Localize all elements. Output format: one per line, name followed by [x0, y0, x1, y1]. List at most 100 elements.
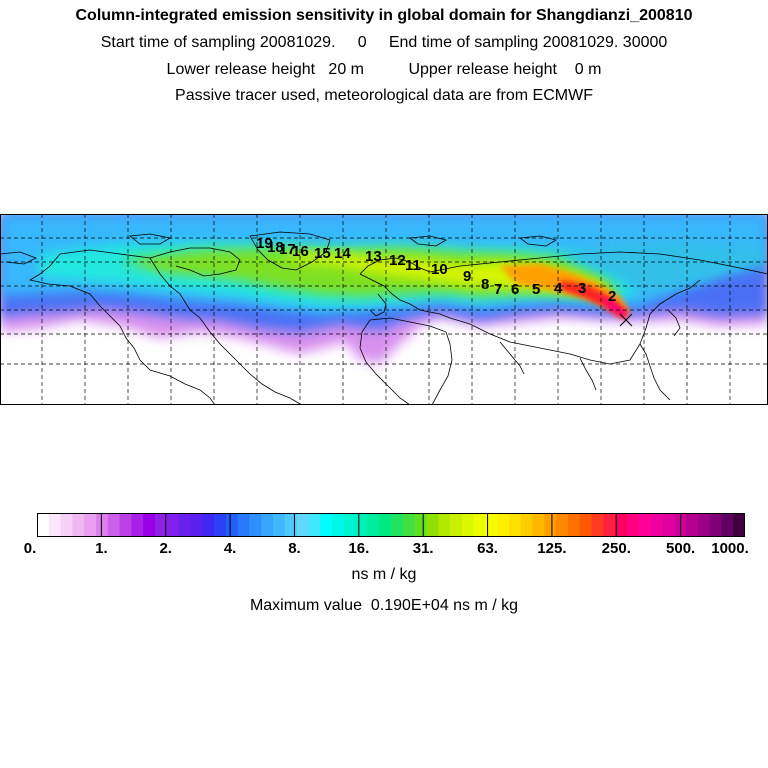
- colorbar-tick-label: 8.: [288, 540, 301, 557]
- colorbar-cell: [485, 513, 498, 537]
- colorbar-cell: [650, 513, 663, 537]
- colorbar-cell: [450, 513, 463, 537]
- colorbar-tick-label: 2.: [159, 540, 172, 557]
- colorbar-tick-label: 1.: [95, 540, 108, 557]
- colorbar-cell: [155, 513, 168, 537]
- trajectory-label: 12: [389, 252, 406, 269]
- colorbar-cell: [615, 513, 628, 537]
- colorbar-cell: [119, 513, 132, 537]
- trajectory-label: 5: [532, 281, 540, 298]
- colorbar-cell: [273, 513, 286, 537]
- colorbar-cell: [532, 513, 545, 537]
- trajectory-label: 11: [405, 257, 421, 274]
- colorbar-cell: [72, 513, 85, 537]
- colorbar-cell: [48, 513, 62, 537]
- colorbar-cell: [591, 513, 604, 537]
- colorbar-tick-label: 250.: [601, 540, 631, 557]
- colorbar-cell: [166, 513, 180, 537]
- trajectory-label: 16: [292, 243, 309, 260]
- colorbar-cell: [497, 513, 510, 537]
- colorbar-cell: [237, 513, 250, 537]
- trajectory-label: 10: [431, 261, 448, 278]
- trajectory-label: 13: [365, 248, 382, 265]
- map-title: Column-integrated emission sensitivity i…: [75, 7, 693, 24]
- trajectory-label: 4: [554, 280, 563, 297]
- trajectory-label: 9: [463, 268, 471, 285]
- colorbar-cell: [178, 513, 191, 537]
- colorbar-cell: [96, 513, 109, 537]
- colorbar-tick-label: 31.: [412, 540, 434, 557]
- colorbar-cell: [544, 513, 557, 537]
- colorbar-tick-label: 63.: [477, 540, 498, 557]
- colorbar-cell: [721, 513, 734, 537]
- graticule: [0, 214, 768, 405]
- colorbar-cell: [190, 513, 203, 537]
- colorbar-cell: [638, 513, 652, 537]
- colorbar-cell: [509, 513, 522, 537]
- sensitivity-map: 2 3 4 5 6 7 8 9 10 11 12 13 14 15 16 17 …: [0, 214, 768, 405]
- sensitivity-field: [0, 214, 768, 364]
- trajectory-label: 3: [578, 280, 586, 297]
- colorbar-cell: [686, 513, 699, 537]
- colorbar-cell: [556, 513, 569, 537]
- release-heights: Lower release height 20 m Upper release …: [166, 61, 602, 78]
- trajectory-label: 7: [494, 281, 502, 298]
- trajectory-label: 2: [608, 288, 616, 305]
- tracer-note: Passive tracer used, meteorological data…: [175, 87, 593, 104]
- colorbar-cell: [579, 513, 593, 537]
- colorbar-cell: [662, 513, 675, 537]
- colorbar-cell: [249, 513, 262, 537]
- trajectory-label: 18: [267, 239, 284, 256]
- colorbar-cell: [84, 513, 97, 537]
- colorbar-cell: [107, 513, 121, 537]
- colorbar-cell: [627, 513, 640, 537]
- colorbar-tick-label: 1000.: [711, 540, 749, 557]
- colorbar-cell: [296, 513, 309, 537]
- colorbar-cell: [379, 513, 392, 537]
- trajectory-label: 6: [511, 281, 519, 298]
- colorbar-frame: [37, 513, 745, 537]
- colorbar-tick-label: 500.: [666, 540, 696, 557]
- colorbar-units: ns m / kg: [351, 566, 417, 583]
- colorbar-cell: [473, 513, 486, 537]
- colorbar-cell: [461, 513, 475, 537]
- colorbar-cell: [37, 513, 50, 537]
- colorbar-cell: [367, 513, 380, 537]
- colorbar: [37, 513, 745, 537]
- colorbar-cell: [603, 513, 616, 537]
- trajectory-label: 8: [481, 276, 489, 293]
- colorbar-cell: [709, 513, 722, 537]
- colorbar-tick-label: 125.: [537, 540, 567, 557]
- colorbar-cell: [414, 513, 427, 537]
- colorbar-cell: [143, 513, 156, 537]
- colorbar-cell: [320, 513, 333, 537]
- colorbar-cell: [438, 513, 451, 537]
- colorbar-cell: [343, 513, 357, 537]
- colorbar-cell: [202, 513, 215, 537]
- colorbar-cell: [402, 513, 416, 537]
- colorbar-cell: [426, 513, 439, 537]
- colorbar-cell: [733, 513, 745, 537]
- trajectory-label: 19: [256, 235, 273, 252]
- colorbar-cell: [214, 513, 227, 537]
- colorbar-cell: [568, 513, 581, 537]
- trajectory-label: 14: [334, 245, 351, 262]
- colorbar-cell: [60, 513, 73, 537]
- colorbar-cell: [520, 513, 534, 537]
- colorbar-cell: [697, 513, 711, 537]
- maximum-value: Maximum value 0.190E+04 ns m / kg: [249, 597, 519, 614]
- colorbar-cell: [308, 513, 321, 537]
- trajectory-labels: 2 3 4 5 6 7 8 9 10 11 12 13 14 15 16 17 …: [256, 235, 616, 305]
- colorbar-cell: [391, 513, 404, 537]
- colorbar-cell: [225, 513, 239, 537]
- colorbar-cell: [261, 513, 274, 537]
- colorbar-tick-label: 0.: [23, 540, 37, 557]
- colorbar-cell: [131, 513, 144, 537]
- colorbar-cell: [332, 513, 345, 537]
- trajectory-label: 15: [314, 245, 331, 262]
- receptor-marker: [619, 313, 633, 327]
- colorbar-tick-label: 16.: [348, 540, 370, 557]
- colorbar-tick-label: 4.: [223, 540, 237, 557]
- trajectory-label: 17: [279, 241, 296, 258]
